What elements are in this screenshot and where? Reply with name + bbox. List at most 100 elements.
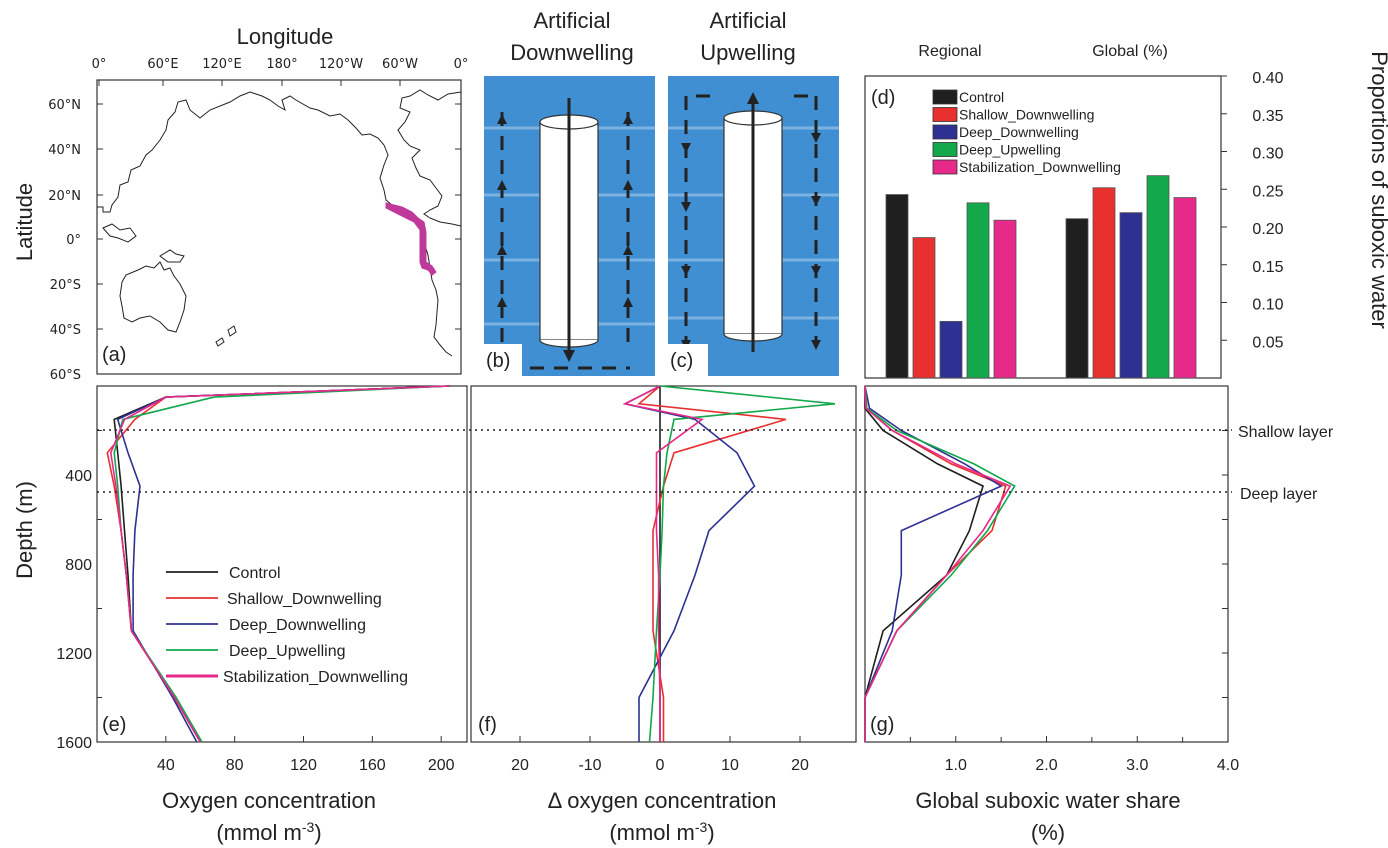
downflow-arrow-icon xyxy=(563,350,575,362)
lon-tick-label: 0° xyxy=(454,57,469,72)
legend-label: Deep_Upwelling xyxy=(959,142,1061,158)
panel-label-c: (c) xyxy=(670,350,693,372)
line-control xyxy=(113,385,450,743)
panel-e-xlabel: Oxygen concentration xyxy=(162,788,376,813)
panel-g-ticks: 1.0 2.0 3.0 4.0 xyxy=(909,385,1239,774)
f-x-tick-label: 20 xyxy=(511,757,529,774)
bar-deep_upwelling xyxy=(1146,175,1170,379)
map-tickmarks xyxy=(97,80,462,375)
diagram-b-title-1: Artificial xyxy=(533,8,610,33)
bar-y-tick-label: 0.30 xyxy=(1252,146,1283,163)
f-x-tick-label: -10 xyxy=(578,757,601,774)
line-deep_downwelling xyxy=(622,385,756,742)
bar-chart-panel: Regional Global (%) 0.40 0.35 0.30 0.25 0.20… xyxy=(864,43,1388,379)
panel-e-xunit: (mmol m-3) xyxy=(216,819,321,845)
line-deep_downwelling xyxy=(864,385,1003,742)
circulation-path-c xyxy=(684,94,818,344)
panel-g-lines xyxy=(864,385,1016,742)
legend-label: Stabilization_Downwelling xyxy=(959,159,1121,175)
e-x-tick-label: 120 xyxy=(290,757,317,774)
lon-tick-label: 0° xyxy=(92,57,107,72)
panel-f-xunit: (mmol m-3) xyxy=(609,819,714,845)
legend-label: Deep_Downwelling xyxy=(229,617,366,634)
lon-tick-label: 60°W xyxy=(382,57,418,72)
g-x-tick-label: 4.0 xyxy=(1217,757,1239,774)
new-zealand-coastline xyxy=(215,325,237,347)
lat-tick-label: 20°S xyxy=(50,278,81,293)
e-y-tick-label: 800 xyxy=(65,557,92,574)
e-y-tick-label: 400 xyxy=(65,468,92,485)
line-deep_upwelling xyxy=(113,385,450,743)
bar-legend: Control Shallow_DownwellingDeep_Downwelli… xyxy=(932,89,1121,175)
bar-control xyxy=(885,194,909,379)
down-arrows-c xyxy=(681,133,821,350)
lon-tick-label: 120°E xyxy=(202,57,242,72)
lon-tick-label: 120°W xyxy=(319,57,363,72)
legend-swatch xyxy=(932,142,958,157)
line-stabilization_downwelling xyxy=(109,385,450,743)
panel-f-lines xyxy=(622,385,836,743)
legend-label: Shallow_Downwelling xyxy=(959,107,1094,123)
north-america-east-coastline xyxy=(397,89,462,219)
legend-label: Control xyxy=(229,565,281,582)
bar-deep_downwelling xyxy=(939,320,963,379)
bar-stabilization_downwelling xyxy=(1173,197,1197,379)
legend-swatch xyxy=(932,159,958,175)
downwelling-diagram: Artificial Downwelling xyxy=(484,8,655,376)
panel-label-b: (b) xyxy=(486,350,510,372)
panel-g-xlabel: Global suboxic water share xyxy=(915,788,1180,813)
bar-deep_downwelling xyxy=(1119,212,1143,379)
map-title: Longitude xyxy=(237,24,334,49)
upflow-arrow-icon xyxy=(747,92,759,104)
deep-layer-label: Deep layer xyxy=(1240,486,1318,503)
f-x-tick-label: 10 xyxy=(721,757,739,774)
line-stabilization_downwelling xyxy=(622,385,704,742)
legend-label: Stabilization_Downwelling xyxy=(223,669,408,686)
e-y-tick-label: 1600 xyxy=(56,735,92,752)
legend-label: Control xyxy=(959,89,1004,105)
panel-e-ylabel: Depth (m) xyxy=(12,481,37,579)
southeast-asia-coastline xyxy=(102,223,137,243)
panel-e-ticks: 40 80 120 160 200 400 800 1200 1600 xyxy=(56,430,455,774)
bar-control xyxy=(1065,218,1089,379)
bar-y-tick-label: 0.10 xyxy=(1252,297,1283,314)
lat-tick-label: 60°N xyxy=(48,98,81,113)
asia-coastline xyxy=(97,91,385,213)
diagram-b-title-2: Downwelling xyxy=(510,40,634,65)
f-x-tick-label: 0 xyxy=(656,757,665,774)
reference-lines: Shallow layer Deep layer xyxy=(97,424,1334,503)
line-shallow_downwelling xyxy=(864,385,1007,742)
oxygen-profile-panel: 40 80 120 160 200 400 800 1200 1600 Control Shall… xyxy=(12,385,468,845)
panel-e-legend: Control Shallow_Downwelling Deep_Downwelli… xyxy=(166,565,408,686)
map-lon-ticks: 0° 60°E 120°E 180° 120°W 60°W 0° xyxy=(92,57,469,72)
legend-swatch xyxy=(932,107,958,122)
legend-swatch xyxy=(932,89,958,105)
bar-y-tick-label: 0.05 xyxy=(1252,334,1283,351)
bar-y-tick-label: 0.20 xyxy=(1252,221,1283,238)
lat-tick-label: 60°S xyxy=(50,368,81,383)
bar-shallow_downwelling xyxy=(1092,187,1116,379)
line-control xyxy=(864,386,984,742)
coastal-upwelling-highlight xyxy=(385,202,437,276)
e-x-tick-label: 160 xyxy=(359,757,386,774)
bar-y-ticks: 0.40 0.35 0.30 0.25 0.20 0.15 0.10 0.05 xyxy=(1221,70,1284,351)
bar-shallow_downwelling xyxy=(912,237,936,379)
map-ylabel: Latitude xyxy=(12,183,37,261)
legend-label: Shallow_Downwelling xyxy=(227,591,382,608)
bar-y-tick-label: 0.15 xyxy=(1252,259,1283,276)
bar-stabilization_downwelling xyxy=(993,219,1017,379)
bar-y-tick-label: 0.35 xyxy=(1252,108,1283,125)
lon-tick-label: 180° xyxy=(266,57,297,72)
panel-label-c-box xyxy=(668,344,708,376)
lon-tick-label: 60°E xyxy=(147,57,178,72)
suboxic-share-panel: 1.0 2.0 3.0 4.0 Global suboxic water share … xyxy=(864,385,1239,845)
g-x-tick-label: 1.0 xyxy=(945,757,967,774)
bar-y-tick-label: 0.25 xyxy=(1252,183,1283,200)
up-arrows-b xyxy=(497,114,633,307)
line-deep_upwelling xyxy=(864,385,1016,742)
bar-deep_upwelling xyxy=(966,202,990,379)
panel-label-g: (g) xyxy=(870,714,894,736)
map-panel: Longitude Latitude 0° 60°E 120°E 180° 120°W 6… xyxy=(12,24,468,383)
delta-oxygen-panel: 20 -10 0 10 20 Δ oxygen concentration (mmol … xyxy=(470,385,857,845)
